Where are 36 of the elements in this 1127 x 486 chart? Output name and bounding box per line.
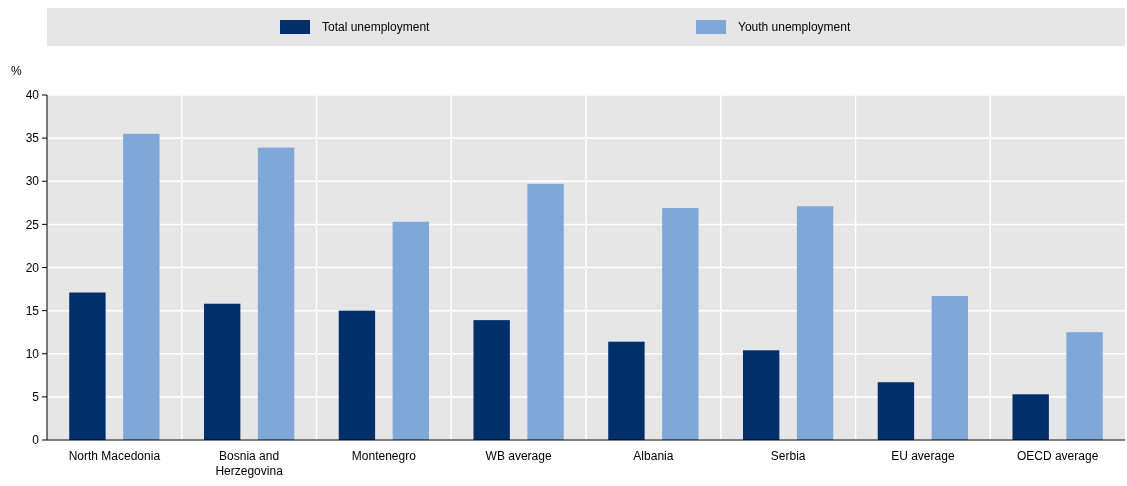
x-tick-label: Serbia	[770, 449, 806, 463]
bar	[69, 292, 106, 440]
x-tick-label: Bosnia and Herzegovina	[215, 449, 284, 478]
bar	[203, 303, 241, 440]
y-tick-label: 20	[25, 260, 40, 275]
bar	[257, 147, 295, 440]
y-tick-label: 40	[25, 88, 40, 103]
x-tick-label: Montenegro	[351, 449, 417, 463]
x-tick-label: Albania	[633, 449, 674, 463]
y-tick-label: 35	[25, 131, 40, 146]
bar	[338, 310, 376, 440]
x-tick-label: WB average	[485, 449, 552, 463]
bar	[662, 207, 699, 440]
legend-label: Youth unemployment	[738, 20, 851, 35]
bar	[931, 295, 969, 440]
y-tick-label: 0	[32, 433, 40, 448]
x-tick-label: North Macedonia	[68, 449, 161, 463]
y-tick-label: 15	[25, 303, 40, 318]
x-tick-label: EU average	[891, 449, 955, 463]
y-tick-label: 5	[32, 390, 40, 405]
y-axis-title: %	[11, 64, 22, 78]
bar	[1012, 394, 1049, 440]
bar	[473, 320, 510, 440]
bar	[527, 183, 564, 440]
x-tick-label: OECD average	[1016, 449, 1099, 463]
bar	[123, 133, 160, 440]
y-tick-label: 10	[25, 346, 40, 361]
y-tick-label: 30	[25, 174, 40, 189]
legend-label: Total unemployment	[322, 20, 431, 35]
bar	[1066, 332, 1103, 440]
bar	[796, 206, 834, 440]
bar	[392, 221, 430, 440]
bar	[608, 341, 645, 440]
bar	[877, 382, 915, 440]
bar	[742, 350, 780, 440]
y-tick-label: 25	[25, 217, 40, 232]
